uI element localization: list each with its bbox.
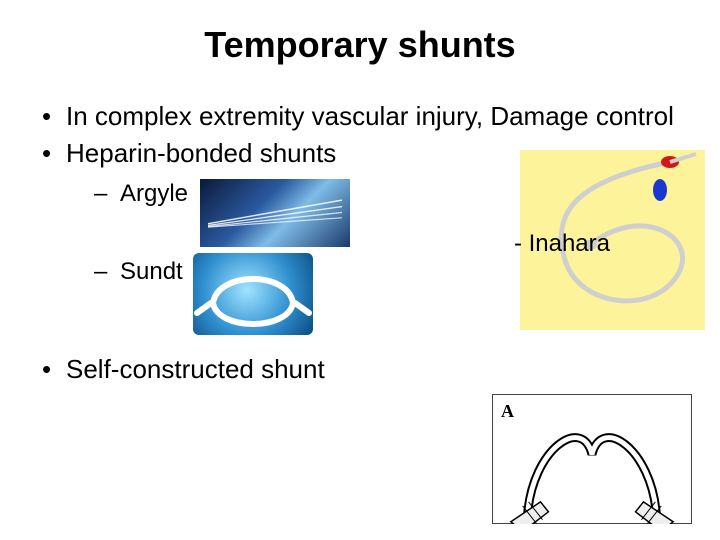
bullet-1: In complex extremity vascular injury, Da… — [40, 100, 680, 133]
bullet-3: Self-constructed shunt — [40, 353, 680, 386]
argyle-label: Argyle — [120, 179, 190, 209]
inahara-label: - Inahara — [514, 230, 610, 258]
slide: Temporary shunts In complex extremity va… — [0, 0, 720, 540]
sundt-label: Sundt — [120, 258, 183, 285]
sundt-figure — [193, 253, 313, 335]
self-constructed-figure: A — [492, 394, 692, 524]
argyle-figure — [200, 179, 350, 247]
bullet-2-text: Heparin-bonded shunts — [66, 138, 336, 168]
inahara-block: - Inahara — [520, 150, 720, 330]
page-title: Temporary shunts — [40, 24, 680, 66]
